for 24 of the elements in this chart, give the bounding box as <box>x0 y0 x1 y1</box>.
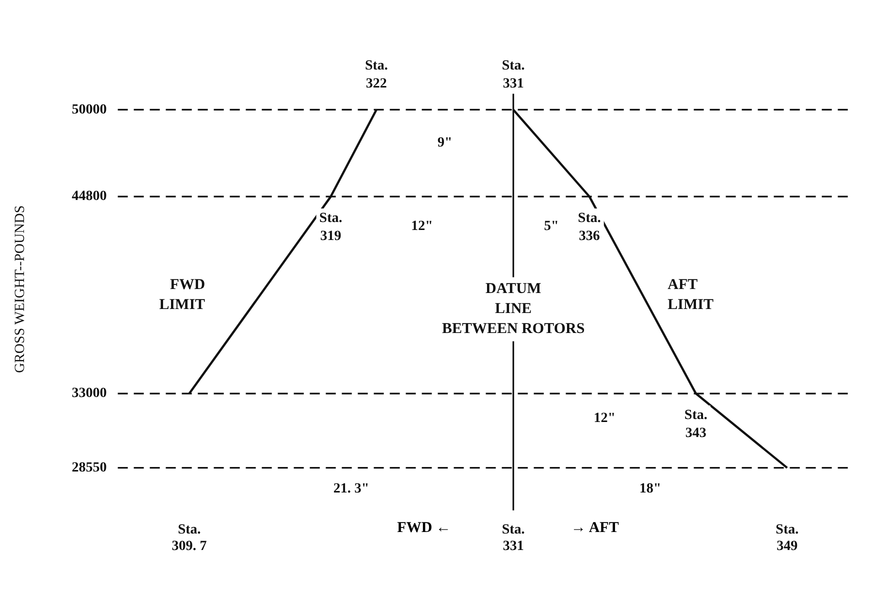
text: FWD LIMIT <box>159 276 206 313</box>
annotation: Sta. 331 <box>502 58 525 92</box>
annotation: Sta. 336 <box>578 211 601 244</box>
annotation: Sta. 319 <box>319 211 342 244</box>
y-tick-label: 33000 <box>72 386 107 402</box>
annotation: 12" <box>411 219 433 234</box>
annotation: 12" <box>594 411 616 426</box>
series-label: AFT LIMIT <box>668 276 714 313</box>
x-tick-label: Sta. 309. 7 <box>172 522 207 554</box>
y-tick-label: 28550 <box>72 460 107 476</box>
x-tick-label: Sta. 331 <box>502 522 525 554</box>
annotation: Sta. 322 <box>364 58 388 92</box>
text: FWD ← <box>397 520 451 537</box>
y-tick-label: 50000 <box>72 102 107 118</box>
text: → AFT <box>570 520 619 537</box>
ref-line-label: DATUM LINE BETWEEN ROTORS <box>442 281 585 338</box>
annotation: 18" <box>639 481 662 496</box>
x-tick-label: Sta. 349 <box>776 522 799 554</box>
annotation: 9" <box>437 136 452 151</box>
y-axis-title: GROSS WEIGHT--POUNDS <box>13 205 28 374</box>
annotation: Sta. 343 <box>684 408 708 442</box>
annotation: 5" <box>544 219 559 234</box>
y-tick-label: 44800 <box>72 189 107 204</box>
annotation: 21. 3" <box>333 481 370 496</box>
